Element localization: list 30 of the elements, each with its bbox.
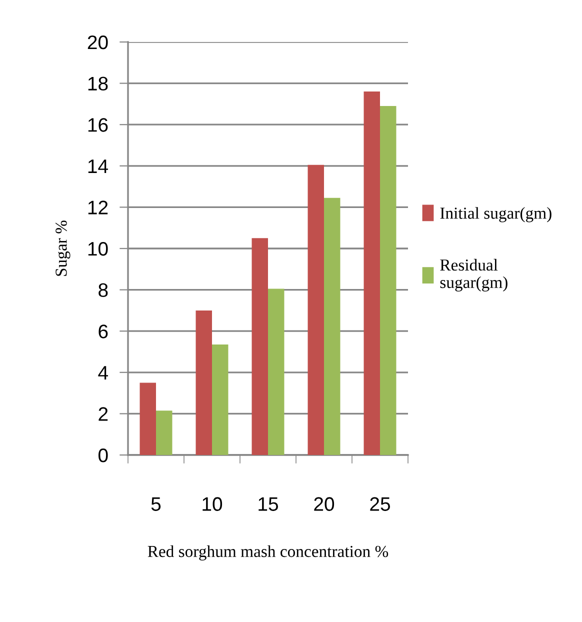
- x-tick-label: 5: [151, 497, 161, 511]
- y-tick-label: 18: [88, 76, 108, 91]
- bar: [196, 310, 212, 455]
- bar: [268, 288, 284, 455]
- bar: [308, 164, 324, 455]
- y-tick-label: 0: [98, 448, 108, 462]
- y-tick-label: 20: [88, 35, 108, 50]
- legend-label: Initial sugar(gm): [440, 207, 552, 222]
- bar: [324, 198, 340, 455]
- bar: [156, 410, 172, 455]
- y-tick-label: 12: [88, 200, 108, 214]
- bar: [212, 344, 228, 455]
- y-tick-label: 2: [98, 407, 108, 421]
- y-axis-title: Sugar %: [56, 220, 70, 276]
- y-tick-label: 16: [88, 118, 108, 132]
- x-tick-label: 10: [202, 497, 222, 511]
- x-tick-label: 25: [370, 497, 390, 511]
- bar: [252, 238, 268, 455]
- bar: [380, 106, 396, 455]
- x-tick-label: 20: [314, 497, 334, 511]
- y-tick-label: 6: [98, 324, 108, 338]
- legend-label: Residual sugar(gm): [440, 258, 508, 292]
- y-tick-label: 8: [98, 283, 108, 298]
- x-tick-label: 15: [258, 497, 278, 511]
- y-tick-label: 14: [88, 160, 108, 173]
- y-tick-label: 4: [98, 366, 108, 380]
- x-axis-title: Red sorghum mash concentration %: [148, 545, 388, 561]
- bar: [364, 92, 380, 455]
- bar: [140, 382, 156, 455]
- y-tick-label: 10: [88, 242, 108, 256]
